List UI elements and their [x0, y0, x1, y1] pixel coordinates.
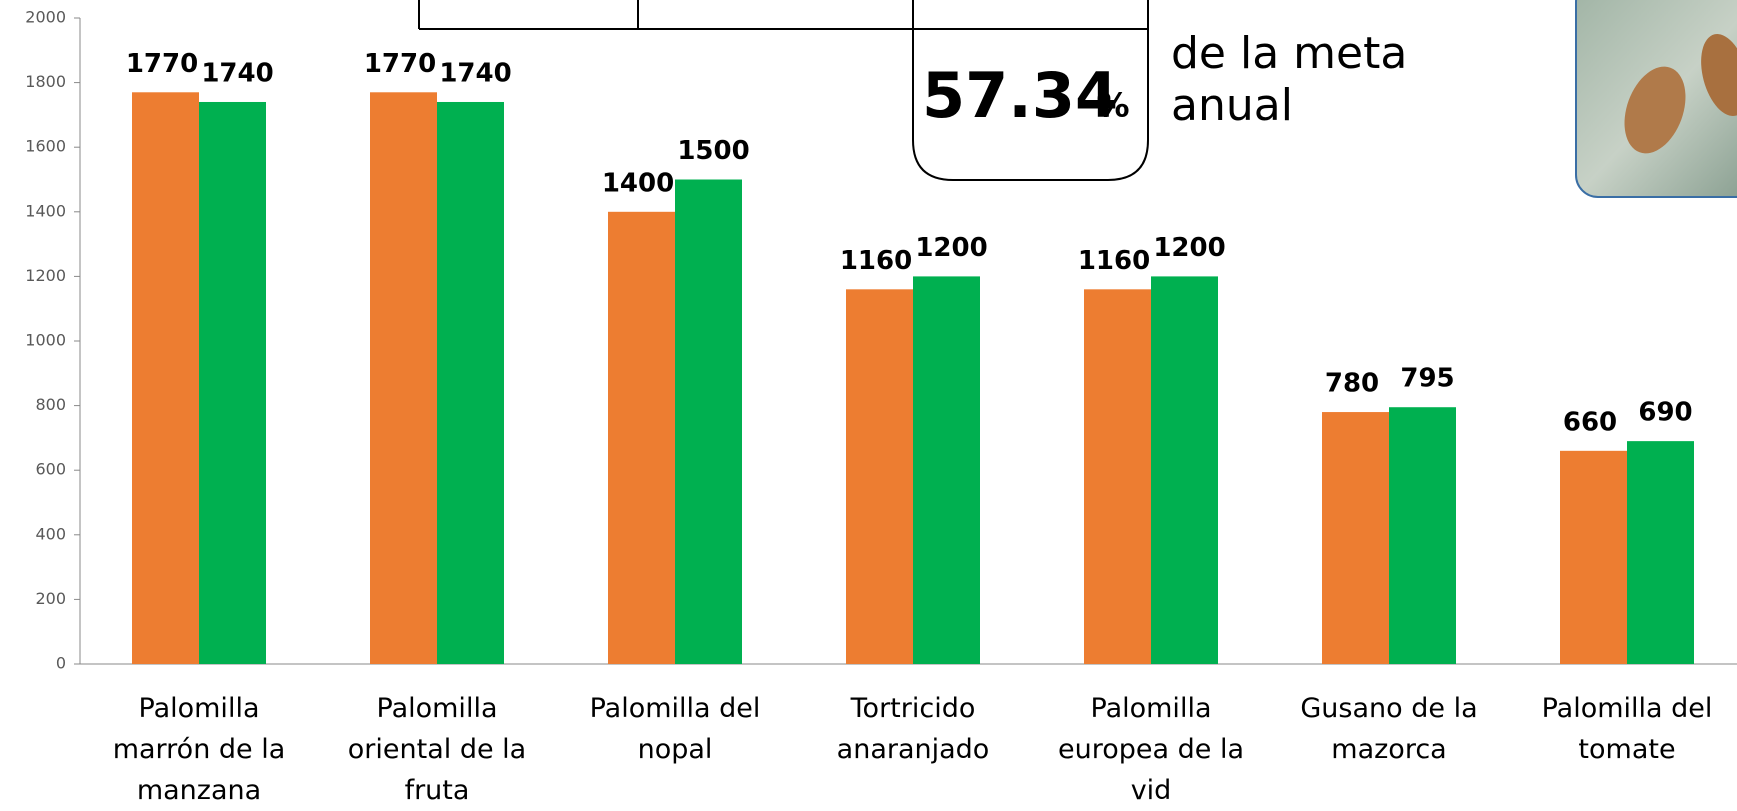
- y-tick-label: 200: [35, 589, 66, 608]
- x-tick-label: Gusano de la mazorca: [1300, 693, 1478, 765]
- bar: [608, 211, 675, 665]
- y-tick-label: 0: [56, 654, 66, 673]
- value-label: 1400: [602, 168, 674, 198]
- y-tick-label: 1800: [25, 72, 66, 91]
- y-tick-label: 600: [35, 460, 66, 479]
- bar: [846, 289, 913, 664]
- x-tick-label: Tortricido anaranjado: [836, 693, 990, 765]
- bar: [199, 101, 266, 665]
- x-tick-label: Palomilla marrón de la manzana: [112, 693, 286, 806]
- value-label: 780: [1325, 369, 1379, 399]
- y-tick-label: 2000: [25, 8, 66, 27]
- value-label: 1740: [439, 58, 511, 88]
- value-label: 660: [1563, 407, 1617, 437]
- bar: [132, 92, 199, 665]
- bar: [1151, 276, 1218, 664]
- bar: [1560, 450, 1627, 664]
- value-label: 1200: [915, 233, 987, 263]
- y-tick-label: 1200: [25, 266, 66, 285]
- value-label: 690: [1638, 398, 1692, 428]
- bar: [675, 179, 742, 664]
- caption: anual: [1171, 80, 1293, 131]
- bar: [1084, 289, 1151, 664]
- y-tick-label: 1400: [25, 201, 66, 220]
- bar: [913, 276, 980, 664]
- value-label: 795: [1400, 364, 1454, 394]
- value-label: 1160: [1078, 246, 1150, 276]
- value-label: 1770: [364, 49, 436, 79]
- value-label: 1160: [840, 246, 912, 276]
- bar: [437, 101, 504, 665]
- bar: [370, 92, 437, 665]
- x-tick-label: Palomilla oriental de la fruta: [347, 693, 527, 806]
- x-tick-label: Palomilla europea de la vid: [1057, 693, 1244, 806]
- y-tick-label: 1000: [25, 331, 66, 350]
- y-tick-label: 800: [35, 395, 66, 414]
- photo: [1575, 0, 1737, 198]
- bar: [1627, 441, 1694, 664]
- bar: [1389, 407, 1456, 664]
- value-label: 1740: [201, 58, 273, 88]
- value-label: 1500: [677, 136, 749, 166]
- summary-table: [418, 0, 1149, 181]
- value-label: 1770: [126, 49, 198, 79]
- y-tick-label: 400: [35, 524, 66, 543]
- percent-sign: %: [1096, 86, 1129, 125]
- x-tick-label: Palomilla del tomate: [1541, 693, 1713, 765]
- value-label: 1200: [1153, 233, 1225, 263]
- bar: [1322, 412, 1389, 664]
- caption: de la meta: [1171, 28, 1407, 79]
- percent-value: 57.34: [922, 59, 1118, 132]
- y-tick-label: 1600: [25, 137, 66, 156]
- x-tick-label: Palomilla del nopal: [589, 693, 761, 765]
